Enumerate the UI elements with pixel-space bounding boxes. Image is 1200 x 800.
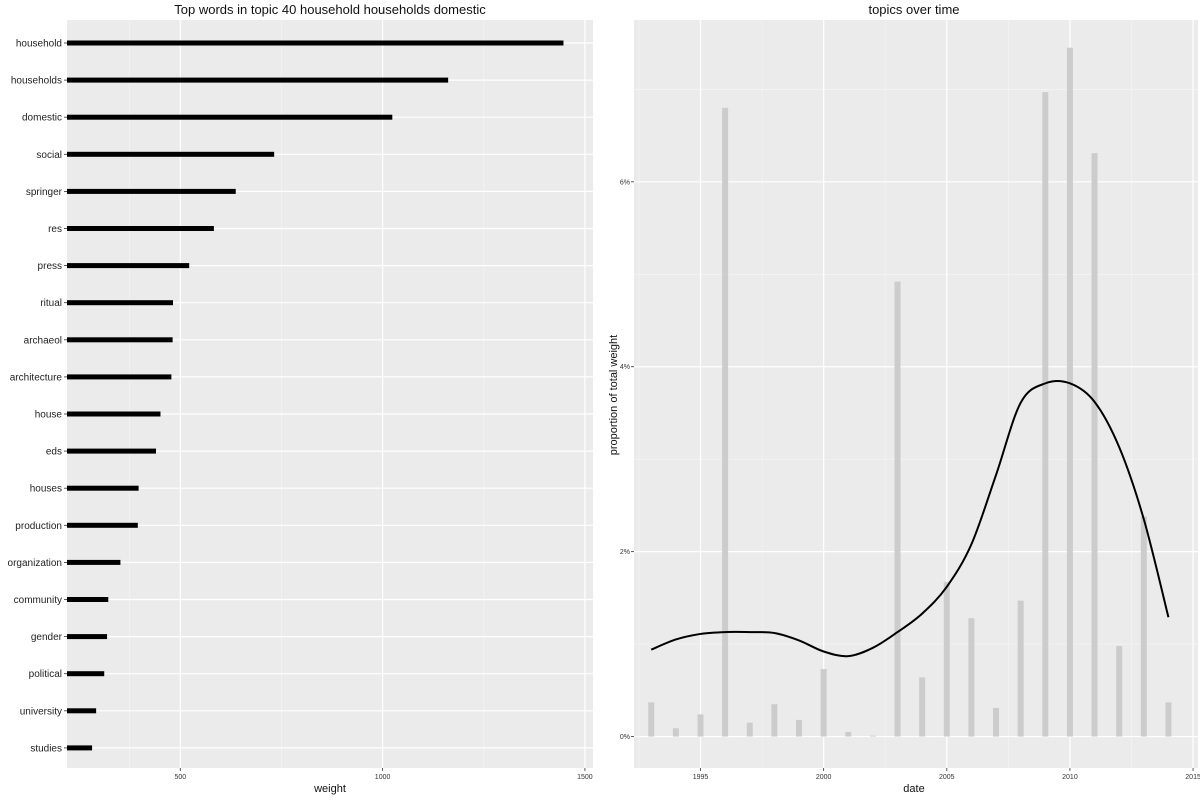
year-proportion-bar	[697, 714, 704, 737]
topics-over-time-y-axis: 0% 2% 4% 6%	[620, 179, 634, 741]
word-weight-bar	[67, 559, 121, 565]
y-tick-label: press	[38, 261, 62, 272]
top-words-chart: Top words in topic 40 household househol…	[8, 2, 593, 795]
trend-line	[650, 380, 1170, 658]
y-tick-label: university	[20, 706, 62, 717]
y-tick-label: springer	[26, 187, 63, 198]
year-proportion-bar	[771, 704, 778, 737]
y-tick-label: 2%	[620, 549, 630, 556]
y-tick-label: res	[48, 224, 62, 235]
y-tick-label: household	[16, 39, 62, 50]
y-tick-label: ritual	[40, 298, 62, 309]
year-proportion-bar	[648, 702, 655, 737]
year-proportion-bar	[820, 669, 827, 737]
word-weight-bar	[67, 708, 97, 714]
y-tick-label: 6%	[620, 179, 630, 186]
word-weight-bar	[67, 151, 275, 157]
topics-over-time-x-axis: 1995 2000 2005 2010 2015	[693, 768, 1200, 781]
top-words-chart-title: Top words in topic 40 household househol…	[174, 2, 486, 17]
y-tick-label: political	[29, 669, 62, 680]
x-tick-label: 2010	[1062, 774, 1078, 781]
word-weight-bar	[67, 671, 105, 677]
word-weight-bar	[67, 40, 564, 46]
top-words-y-axis: household households domestic social springe…	[8, 39, 67, 754]
year-proportion-bar	[1091, 153, 1098, 737]
topics-over-time-trend	[650, 380, 1170, 658]
y-tick-label: community	[14, 595, 62, 606]
year-proportion-bar	[1066, 47, 1073, 737]
word-weight-bar	[67, 114, 393, 120]
topics-over-time-x-axis-title: date	[903, 783, 924, 795]
year-proportion-bar	[845, 731, 852, 737]
year-proportion-bar	[1116, 645, 1123, 737]
word-weight-bar	[67, 337, 173, 343]
word-weight-bar	[67, 745, 93, 751]
y-tick-label: gender	[31, 632, 63, 643]
y-tick-label: architecture	[10, 372, 63, 383]
year-proportion-bar	[1042, 92, 1049, 737]
word-weight-bar	[67, 597, 109, 602]
x-tick-label: 2005	[939, 774, 955, 781]
year-proportion-bar	[672, 728, 679, 737]
x-tick-label: 2015	[1185, 774, 1200, 781]
word-weight-bar	[67, 485, 139, 491]
y-tick-label: production	[15, 521, 62, 532]
top-words-bars	[67, 40, 564, 751]
word-weight-bar	[67, 522, 138, 528]
word-weight-bar	[67, 263, 190, 269]
year-proportion-bar	[1017, 600, 1024, 737]
y-tick-label: social	[36, 150, 62, 161]
y-tick-label: studies	[30, 743, 62, 754]
year-proportion-bar	[1140, 516, 1147, 737]
topics-over-time-chart: topics over time 0% 2% 4% 6% 1995 2000 2005 20…	[608, 2, 1200, 795]
top-words-x-axis-title: weight	[313, 783, 346, 795]
year-proportion-bar	[869, 735, 876, 737]
x-tick-label: 1000	[375, 774, 391, 781]
year-proportion-bar	[746, 722, 753, 737]
y-tick-label: house	[35, 410, 63, 421]
y-tick-label: organization	[8, 558, 62, 569]
year-proportion-bar	[993, 707, 1000, 737]
y-tick-label: 4%	[620, 364, 630, 371]
x-tick-label: 500	[174, 774, 186, 781]
y-tick-label: archaeol	[24, 335, 62, 346]
x-tick-label: 1500	[577, 774, 593, 781]
year-proportion-bar	[796, 719, 803, 737]
x-tick-label: 1995	[693, 774, 709, 781]
top-words-plot-panel	[67, 20, 593, 768]
topics-over-time-bars	[648, 47, 1172, 737]
word-weight-bar	[67, 374, 172, 380]
word-weight-bar	[67, 188, 236, 194]
year-proportion-bar	[722, 107, 729, 737]
word-weight-bar	[67, 300, 174, 306]
y-tick-label: households	[11, 76, 62, 87]
topics-over-time-plot-panel	[634, 20, 1198, 768]
y-tick-label: eds	[46, 447, 62, 458]
year-proportion-bar	[968, 618, 975, 737]
word-weight-bar	[67, 634, 108, 640]
x-tick-label: 2000	[816, 774, 832, 781]
word-weight-bar	[67, 226, 214, 231]
y-tick-label: domestic	[22, 113, 62, 124]
year-proportion-bar	[1165, 702, 1172, 737]
year-proportion-bar	[943, 582, 950, 737]
topics-over-time-title: topics over time	[868, 2, 959, 17]
word-weight-bar	[67, 448, 157, 454]
word-weight-bar	[67, 411, 161, 417]
y-tick-label: houses	[30, 484, 62, 495]
year-proportion-bar	[919, 677, 926, 737]
y-tick-label: 0%	[620, 734, 630, 741]
year-proportion-bar	[894, 281, 901, 737]
word-weight-bar	[67, 77, 449, 83]
top-words-x-axis: 500 1000 1500	[174, 768, 593, 781]
topics-over-time-y-axis-title: proportion of total weight	[608, 335, 620, 455]
